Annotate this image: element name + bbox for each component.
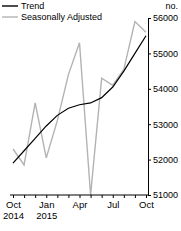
y-tick-mark xyxy=(148,18,151,19)
x-tick-mark xyxy=(113,195,114,198)
x-tick: Apr xyxy=(73,195,88,210)
x-tick xyxy=(124,195,125,198)
x-tick: Oct2014 xyxy=(3,195,24,221)
x-tick: Jan2015 xyxy=(36,195,57,221)
x-tick-mark xyxy=(57,195,58,198)
x-axis: Oct2014 Jan2015 Apr Jul Oct xyxy=(3,195,154,221)
x-tick-label: Apr xyxy=(73,199,88,210)
x-tick xyxy=(135,195,136,198)
x-tick xyxy=(57,195,58,198)
legend-swatch xyxy=(2,16,18,17)
x-tick-mark xyxy=(24,195,25,198)
x-tick: Jul xyxy=(107,195,119,210)
y-tick: 55000 xyxy=(148,49,178,59)
x-tick-mark xyxy=(68,195,69,198)
y-tick-label: 51000 xyxy=(153,190,178,200)
y-tick-mark xyxy=(148,160,151,161)
series-line xyxy=(13,22,146,195)
x-tick xyxy=(91,195,92,198)
y-tick: 51000 xyxy=(148,190,178,200)
x-tick-mark xyxy=(13,195,14,198)
x-tick-mark xyxy=(35,195,36,198)
series-line xyxy=(13,36,146,163)
x-tick-label: Oct xyxy=(139,199,154,210)
y-tick-mark xyxy=(148,89,151,90)
x-tick-mark xyxy=(124,195,125,198)
legend: TrendSeasonally Adjusted xyxy=(2,1,102,22)
x-tick xyxy=(68,195,69,198)
y-tick: 52000 xyxy=(148,155,178,165)
y-tick-label: 54000 xyxy=(153,84,178,94)
x-tick xyxy=(102,195,103,198)
y-tick: 54000 xyxy=(148,84,178,94)
x-tick-mark xyxy=(135,195,136,198)
legend-label: Trend xyxy=(21,1,44,11)
legend-swatch xyxy=(2,5,18,6)
y-axis-line xyxy=(148,19,149,196)
y-axis: 51000 52000 53000 54000 55000 56000 xyxy=(148,13,178,200)
y-tick-label: 56000 xyxy=(153,13,178,23)
y-tick: 53000 xyxy=(148,120,178,130)
x-axis-line xyxy=(10,195,148,196)
y-tick-label: 53000 xyxy=(153,120,178,130)
x-tick: Oct xyxy=(139,195,154,210)
y-tick: 56000 xyxy=(148,13,178,23)
x-tick xyxy=(35,195,36,198)
y-tick-label: 55000 xyxy=(153,49,178,59)
x-tick-label: Jan2015 xyxy=(36,199,57,221)
x-tick-label: Jul xyxy=(107,199,119,210)
x-tick-mark xyxy=(146,195,147,198)
legend-label: Seasonally Adjusted xyxy=(21,12,102,22)
plot-area xyxy=(13,22,146,195)
y-tick-mark xyxy=(148,53,151,54)
chart: Oct2014 Jan2015 Apr Jul Oct51000 52000 53000 54… xyxy=(0,0,181,231)
y-tick-mark xyxy=(148,124,151,125)
x-tick-label: Oct2014 xyxy=(3,199,24,221)
y-tick-label: 52000 xyxy=(153,155,178,165)
y-tick-mark xyxy=(148,195,151,196)
x-tick-mark xyxy=(102,195,103,198)
y-axis-title: no. xyxy=(165,1,178,11)
x-tick-mark xyxy=(91,195,92,198)
x-tick-mark xyxy=(80,195,81,198)
x-tick-mark xyxy=(46,195,47,198)
x-tick xyxy=(24,195,25,198)
